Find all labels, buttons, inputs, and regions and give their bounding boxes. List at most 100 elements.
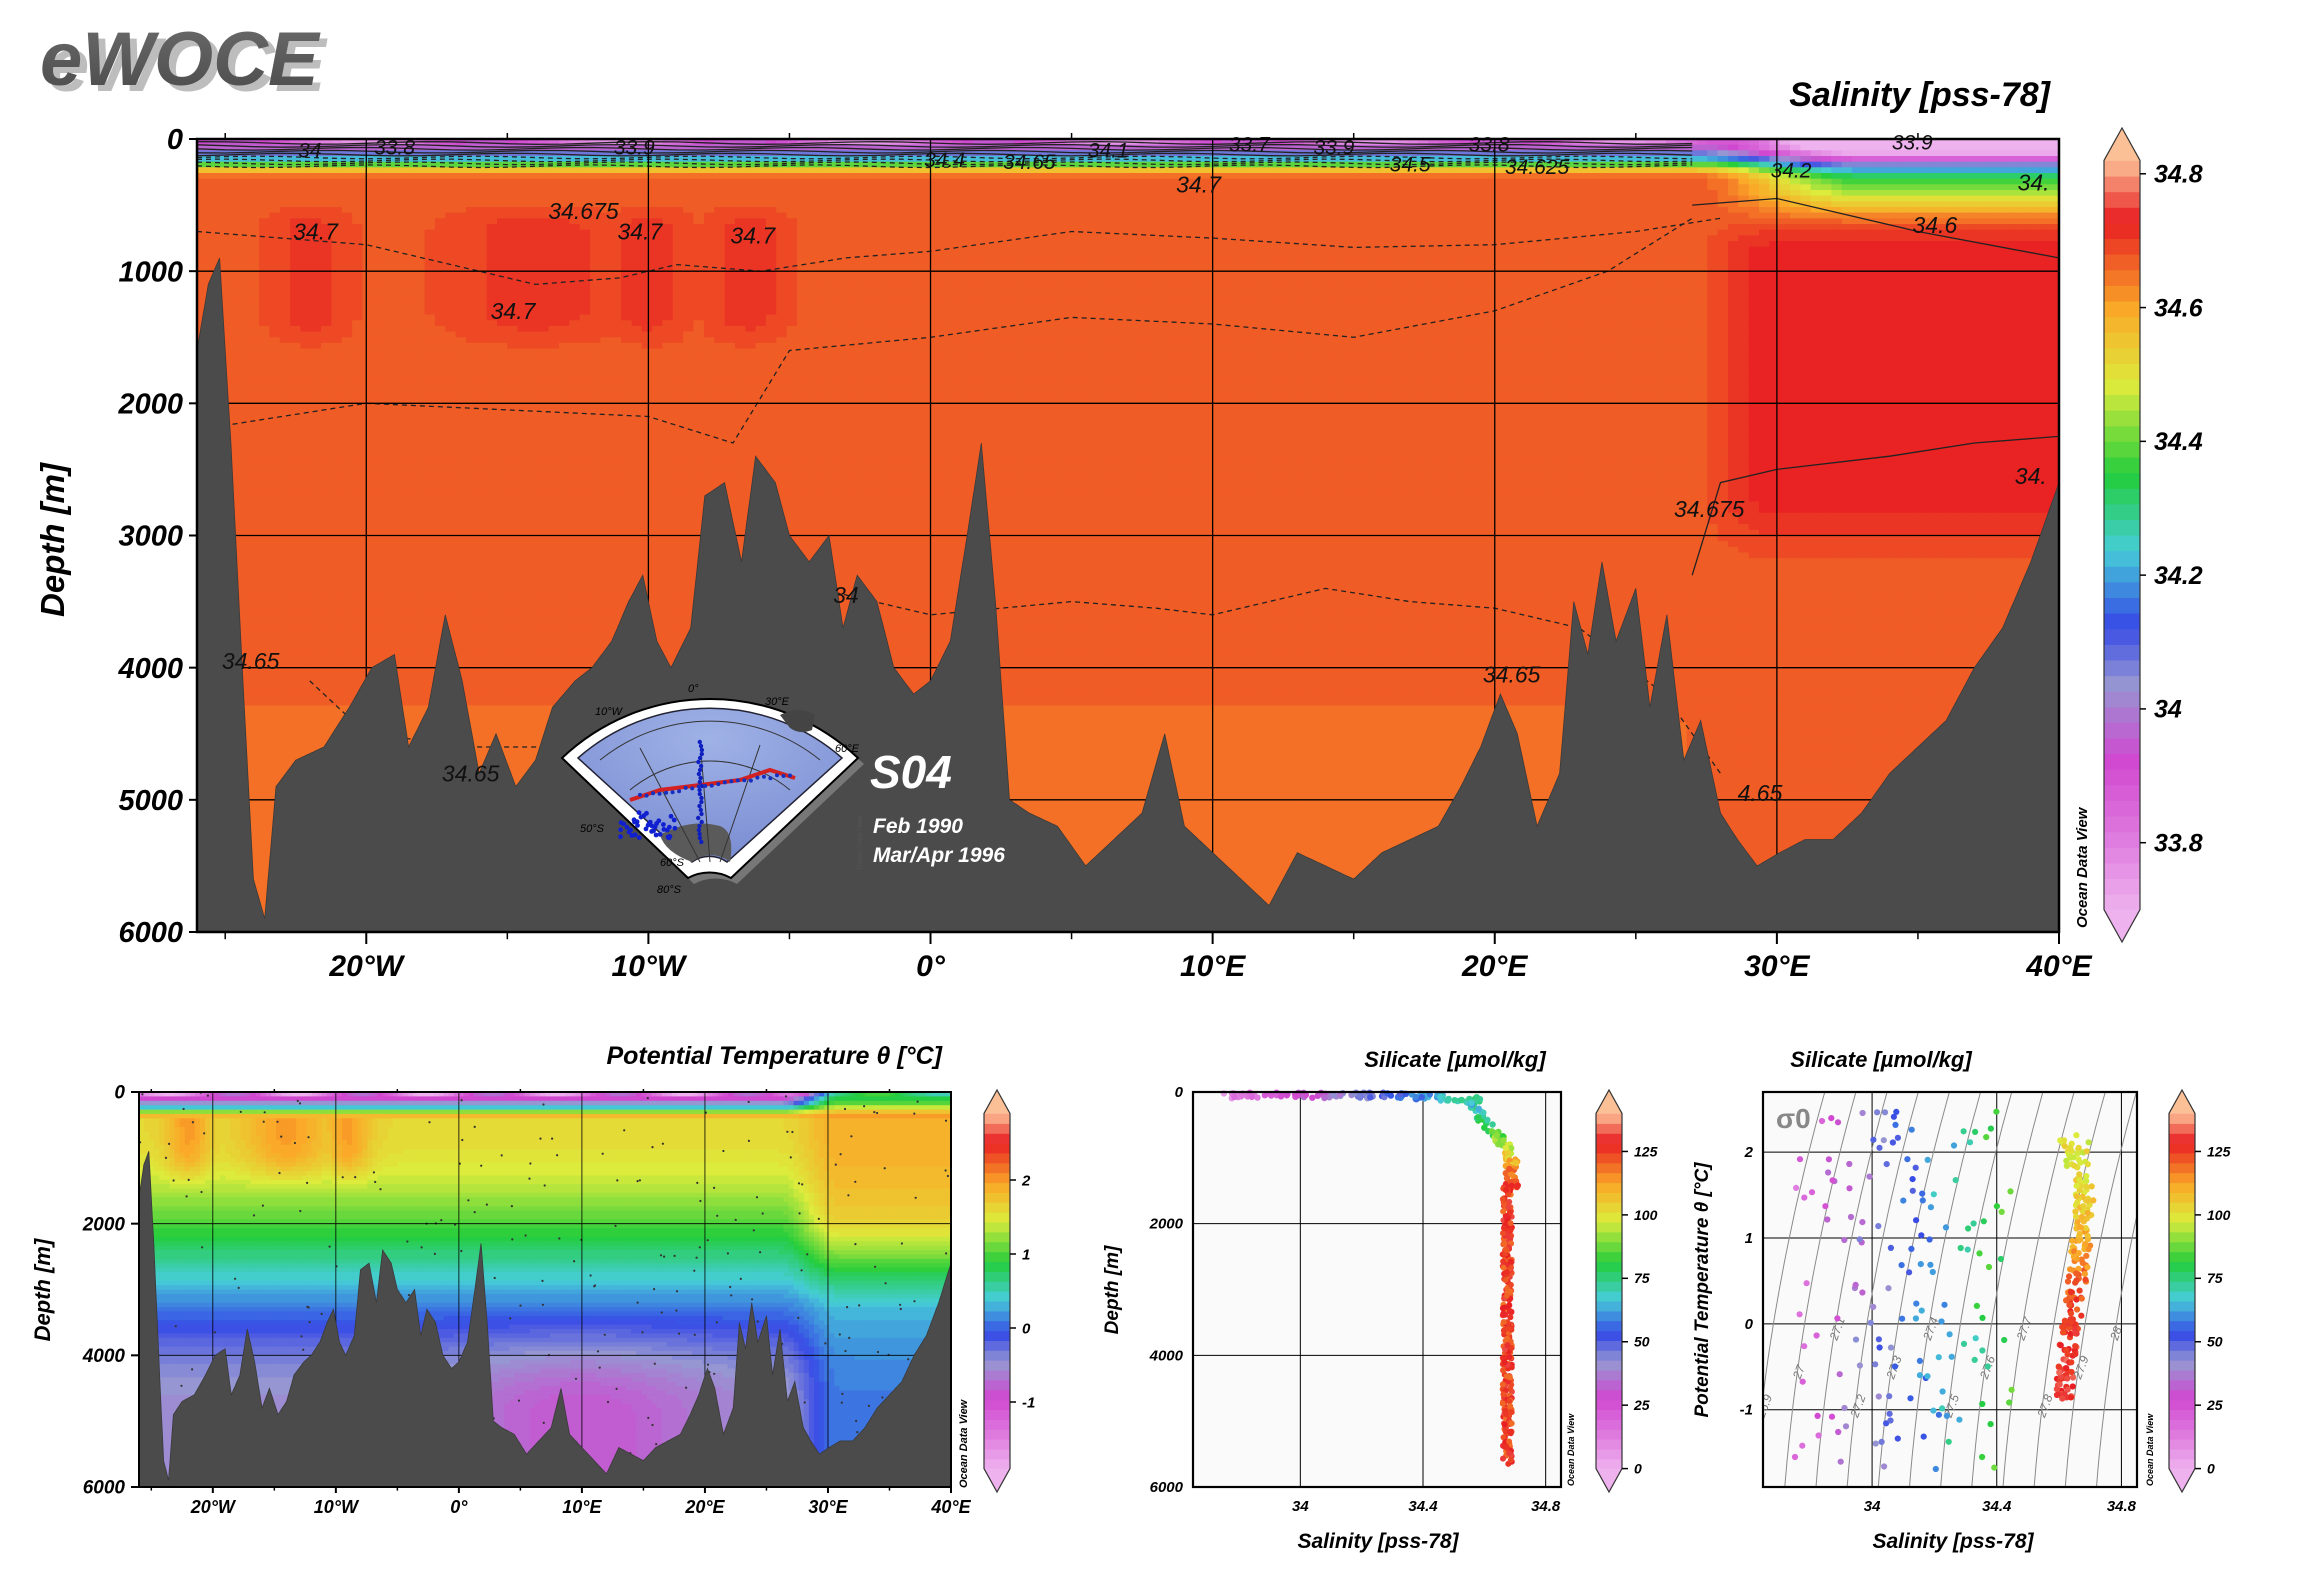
field-cell bbox=[332, 258, 343, 265]
field-cell bbox=[352, 462, 363, 469]
field-cell bbox=[518, 485, 529, 492]
field-cell bbox=[342, 609, 353, 616]
field-cell bbox=[342, 173, 353, 180]
field-cell bbox=[394, 519, 405, 526]
field-cell bbox=[456, 366, 467, 373]
field-cell bbox=[269, 677, 280, 684]
field-cell bbox=[425, 281, 436, 288]
field-cell bbox=[290, 745, 301, 752]
field-cell bbox=[269, 621, 280, 628]
field-cell bbox=[559, 326, 570, 333]
field-cell bbox=[487, 422, 498, 429]
field-cell bbox=[259, 337, 270, 344]
field-cell bbox=[456, 269, 467, 276]
field-cell bbox=[528, 728, 539, 735]
field-cell bbox=[300, 173, 311, 180]
field-cell bbox=[394, 626, 405, 633]
field-cell bbox=[363, 201, 374, 208]
field-cell bbox=[383, 343, 394, 350]
field-cell bbox=[538, 666, 549, 673]
field-cell bbox=[238, 428, 249, 435]
field-cell bbox=[445, 553, 456, 560]
field-cell bbox=[259, 728, 270, 735]
field-cell bbox=[497, 604, 508, 611]
field-cell bbox=[352, 575, 363, 582]
field-cell bbox=[259, 468, 270, 475]
field-cell bbox=[290, 264, 301, 271]
field-cell bbox=[518, 468, 529, 475]
field-cell bbox=[352, 275, 363, 282]
field-cell bbox=[383, 564, 394, 571]
field-cell bbox=[259, 411, 270, 418]
field-cell bbox=[352, 252, 363, 258]
field-cell bbox=[259, 422, 270, 429]
field-cell bbox=[559, 638, 570, 645]
field-cell bbox=[207, 179, 218, 186]
field-cell bbox=[269, 762, 280, 769]
field-cell bbox=[445, 519, 456, 526]
field-cell bbox=[300, 632, 311, 639]
field-cell bbox=[497, 201, 508, 208]
field-cell bbox=[394, 371, 405, 378]
field-cell bbox=[487, 207, 498, 214]
field-cell bbox=[269, 269, 280, 276]
field-cell bbox=[476, 349, 487, 356]
field-cell bbox=[466, 167, 477, 174]
field-cell bbox=[435, 462, 446, 469]
field-cell bbox=[538, 519, 549, 526]
field-cell bbox=[342, 184, 353, 191]
field-cell bbox=[300, 394, 311, 401]
field-cell bbox=[466, 598, 477, 605]
field-cell bbox=[290, 711, 301, 718]
field-cell bbox=[466, 422, 477, 429]
field-cell bbox=[456, 258, 467, 265]
field-cell bbox=[414, 207, 425, 214]
field-cell bbox=[497, 553, 508, 560]
field-cell bbox=[352, 201, 363, 208]
field-cell bbox=[404, 184, 415, 191]
field-cell bbox=[363, 434, 374, 441]
field-cell bbox=[269, 513, 280, 520]
field-cell bbox=[332, 638, 343, 645]
field-cell bbox=[363, 315, 374, 322]
field-cell bbox=[507, 683, 518, 690]
field-cell bbox=[280, 184, 291, 191]
field-cell bbox=[249, 343, 260, 350]
field-cell bbox=[290, 688, 301, 695]
field-cell bbox=[311, 434, 322, 441]
field-cell bbox=[311, 366, 322, 373]
field-cell bbox=[435, 541, 446, 548]
field-cell bbox=[435, 479, 446, 486]
field-cell bbox=[538, 564, 549, 571]
field-cell bbox=[507, 473, 518, 480]
field-cell bbox=[497, 241, 508, 248]
field-cell bbox=[466, 258, 477, 265]
field-cell bbox=[549, 354, 560, 361]
field-cell bbox=[497, 496, 508, 503]
field-cell bbox=[538, 337, 549, 344]
field-cell bbox=[559, 190, 570, 197]
field-cell bbox=[445, 332, 456, 339]
field-cell bbox=[445, 513, 456, 520]
field-cell bbox=[311, 513, 322, 520]
field-cell bbox=[476, 688, 487, 695]
field-cell bbox=[538, 536, 549, 543]
field-cell bbox=[414, 609, 425, 616]
field-cell bbox=[259, 558, 270, 565]
field-cell bbox=[280, 292, 291, 299]
field-cell bbox=[445, 434, 456, 441]
field-cell bbox=[373, 173, 384, 180]
field-cell bbox=[311, 524, 322, 531]
field-cell bbox=[342, 519, 353, 526]
field-cell bbox=[300, 332, 311, 339]
field-cell bbox=[321, 173, 332, 180]
field-cell bbox=[342, 343, 353, 350]
field-cell bbox=[259, 847, 270, 854]
field-cell bbox=[300, 671, 311, 678]
field-cell bbox=[363, 643, 374, 650]
field-cell bbox=[497, 468, 508, 475]
field-cell bbox=[404, 694, 415, 701]
field-cell bbox=[352, 417, 363, 424]
field-cell bbox=[445, 575, 456, 582]
field-cell bbox=[435, 320, 446, 327]
